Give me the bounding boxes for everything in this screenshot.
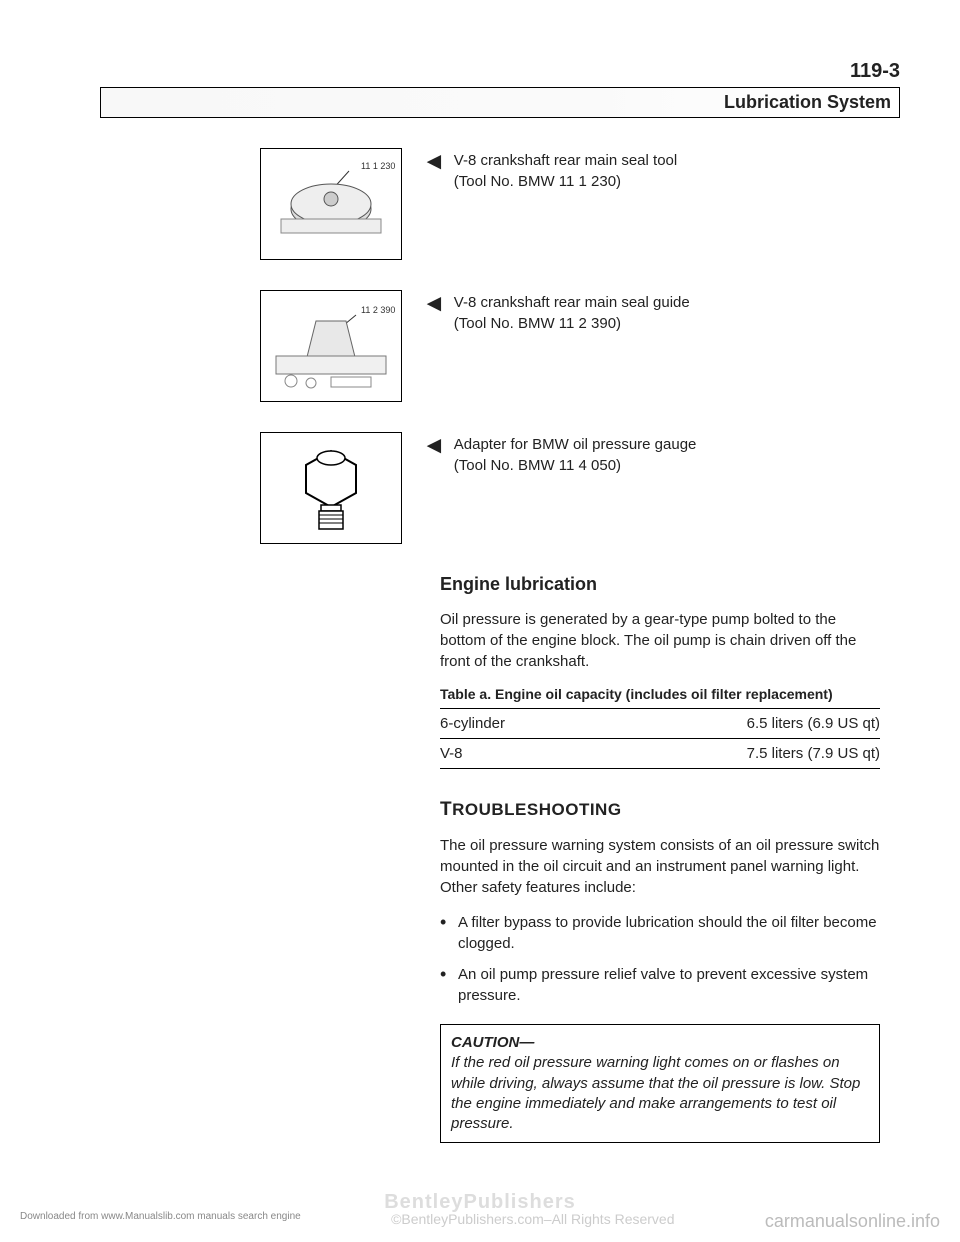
footer-right: carmanualsonline.info: [765, 1211, 940, 1232]
section-heading-troubleshooting: TROUBLESHOOTING: [440, 799, 880, 821]
oil-capacity-table: 6-cylinder 6.5 liters (6.9 US qt) V-8 7.…: [440, 708, 880, 769]
caution-label: CAUTION—: [451, 1034, 534, 1051]
engine-lube-paragraph: Oil pressure is generated by a gear-type…: [440, 609, 880, 672]
footer-center: ©BentleyPublishers.com–All Rights Reserv…: [301, 1211, 765, 1232]
tool-label: 11 2 390: [361, 305, 395, 315]
heading-first-letter: T: [440, 799, 452, 820]
tool-row: ◄ Adapter for BMW oil pressure gauge (To…: [100, 432, 900, 544]
tool-number-line: (Tool No. BMW 11 2 390): [454, 315, 621, 332]
bullet-list: A filter bypass to provide lubrication s…: [440, 912, 880, 1006]
tool-diagram-seal-guide: 11 2 390: [260, 290, 402, 402]
tool-description: Adapter for BMW oil pressure gauge (Tool…: [454, 432, 697, 476]
table-cell-engine: V-8: [440, 739, 584, 769]
table-caption: Table a. Engine oil capacity (includes o…: [440, 686, 880, 702]
tool-label: 11 1 230: [361, 161, 395, 171]
page: 119-3 Lubrication System 11 1 230 ◄ V-8 …: [0, 0, 960, 1242]
tool-row: 11 1 230 ◄ V-8 crankshaft rear main seal…: [100, 148, 900, 260]
table-row: 6-cylinder 6.5 liters (6.9 US qt): [440, 709, 880, 739]
table-cell-capacity: 6.5 liters (6.9 US qt): [584, 709, 880, 739]
caution-text: If the red oil pressure warning light co…: [451, 1054, 860, 1132]
tool-desc-line: V-8 crankshaft rear main seal tool: [454, 152, 677, 169]
tool-description: V-8 crankshaft rear main seal guide (Too…: [454, 290, 690, 334]
pointer-icon: ◄: [422, 434, 446, 458]
footer-left: Downloaded from www.Manualslib.com manua…: [20, 1211, 301, 1232]
tool-row: 11 2 390 ◄ V-8 crankshaft rear main seal…: [100, 290, 900, 402]
list-item: A filter bypass to provide lubrication s…: [440, 912, 880, 954]
tool-number-line: (Tool No. BMW 11 4 050): [454, 457, 621, 474]
tool-description: V-8 crankshaft rear main seal tool (Tool…: [454, 148, 677, 192]
table-cell-capacity: 7.5 liters (7.9 US qt): [584, 739, 880, 769]
table-cell-engine: 6-cylinder: [440, 709, 584, 739]
section-heading-engine-lubrication: Engine lubrication: [440, 574, 880, 595]
tool-diagram-adapter: [260, 432, 402, 544]
pointer-icon: ◄: [422, 292, 446, 316]
content-column: Engine lubrication Oil pressure is gener…: [440, 574, 880, 1143]
tool-desc-line: Adapter for BMW oil pressure gauge: [454, 436, 697, 453]
tool-diagram-seal-tool: 11 1 230: [260, 148, 402, 260]
heading-rest: ROUBLESHOOTING: [452, 800, 621, 819]
page-number: 119-3: [100, 60, 900, 83]
table-row: V-8 7.5 liters (7.9 US qt): [440, 739, 880, 769]
tool-desc-line: V-8 crankshaft rear main seal guide: [454, 294, 690, 311]
tool-number-line: (Tool No. BMW 11 1 230): [454, 173, 621, 190]
header-bar: Lubrication System: [100, 87, 900, 118]
pointer-icon: ◄: [422, 150, 446, 174]
page-footer: Downloaded from www.Manualslib.com manua…: [0, 1211, 960, 1232]
troubleshooting-paragraph: The oil pressure warning system consists…: [440, 835, 880, 898]
list-item: An oil pump pressure relief valve to pre…: [440, 964, 880, 1006]
caution-box: CAUTION— If the red oil pressure warning…: [440, 1024, 880, 1143]
